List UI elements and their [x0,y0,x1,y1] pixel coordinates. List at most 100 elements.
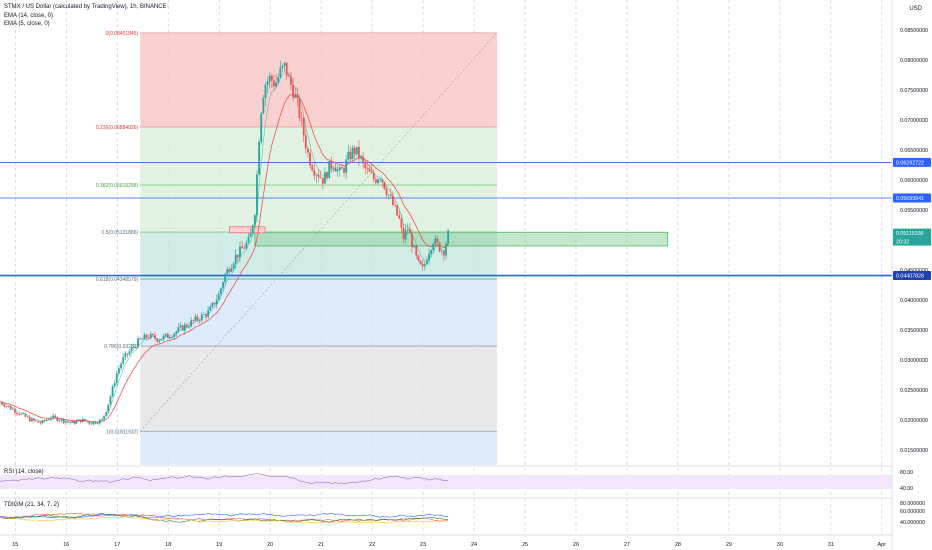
candle-body [22,413,25,415]
time-axis[interactable]: 15 16 17 18 19 20 21 22 23 24 25 26 27 28 29 30 31 Apr [12,542,886,548]
candle-body [440,251,443,252]
candle-body [54,415,57,418]
candle-body [315,174,318,176]
support-zone-rectangle[interactable] [254,231,669,247]
candle-body [251,225,254,234]
ema14-legend[interactable]: EMA (14, close, 0) [4,13,54,19]
level-badge-2-bg[interactable] [893,193,931,203]
candle-body [166,333,169,339]
candle-body [328,160,331,179]
candle-body [124,353,127,358]
candle-body [313,170,316,176]
candle-body [379,179,382,180]
candle-body [249,233,252,237]
candle-body [149,333,152,339]
candle-body [228,269,231,272]
candle-body [175,331,178,334]
price-tick-label: 0.08000000 [900,58,928,64]
ema5-legend[interactable]: EMA (5, close, 0) [4,21,50,27]
candle-body [400,218,403,228]
last-price-badge-countdown-bg [893,237,931,246]
candle-body [205,314,207,317]
candle-body [130,347,133,352]
candle-body [417,255,420,261]
price-tick-label: 0.03500000 [900,328,928,334]
candle-body [287,75,290,77]
candle-body [139,338,142,340]
candle-body [194,316,197,321]
price-tick-label: 0.08500000 [900,28,928,34]
fib-retracement[interactable]: 0(0.08451845) 0.236(0.06884026) 0.382(0.05… [96,31,669,465]
time-tick-label: 19 [216,542,222,548]
candle-body [43,420,46,421]
candle-body [304,135,307,149]
candle-body [264,84,267,99]
candle-body [423,264,426,267]
candle-body [428,253,430,261]
candle-body [302,118,305,136]
candle-body [336,170,339,172]
candle-body [13,409,16,413]
candle-body [158,340,161,342]
time-tick-label: 29 [726,542,732,548]
candle-body [430,250,433,254]
candle-body [275,82,277,87]
candle-body [383,182,386,190]
tdi-legend[interactable]: TDIGM (21, 34, 7, 2) [4,502,60,508]
level-badge-3-bg[interactable] [893,271,931,281]
candle-body [47,419,50,420]
candle-body [411,233,413,248]
time-tick-label: 21 [318,542,324,548]
level-badge-1-bg[interactable] [893,157,931,167]
candle-body [86,421,88,422]
candle-body [132,346,135,348]
candle-body [398,215,401,219]
fib-band [140,32,497,127]
candle-body [169,337,171,339]
candle-body [262,98,265,114]
price-unit-label: USD [909,6,922,12]
price-tick-label: 0.05500000 [900,208,928,214]
fib-band [140,346,497,432]
rsi-legend[interactable]: RSI (14, close) [4,469,44,475]
rsi-tick-label: 80.00 [900,470,913,476]
price-tick-label: 0.02000000 [900,418,928,424]
chart-title: STMX / US Dollar (calculated by TradingV… [4,4,167,10]
candle-body [415,245,418,256]
candle-body [366,168,369,169]
candle-body [281,65,284,68]
price-axis[interactable]: 0.08500000 0.08000000 0.07500000 0.07000000… [891,0,931,550]
candle-body [436,238,439,243]
candle-body [434,238,437,244]
candle-body [101,419,103,420]
candle-body [90,423,93,425]
time-tick-label: 23 [420,542,426,548]
last-price-badge-countdown: 20:32 [896,240,909,246]
time-tick-label: 17 [114,542,120,548]
tdi-line [0,513,449,519]
candle-body [64,421,67,423]
candle-body [196,316,199,321]
small-resistance-box[interactable] [229,226,266,234]
candle-body [319,177,322,178]
candle-body [188,326,190,327]
fib-level-label: 0.236(0.06884026) [96,125,139,131]
candle-body [173,333,176,338]
candle-body [270,75,273,81]
candle-body [222,282,224,289]
candle-body [311,165,314,171]
candle-body [381,179,384,183]
candle-body [338,167,341,171]
candle-body [419,260,422,265]
candle-body [239,246,241,258]
horizontal-lines[interactable] [0,162,892,277]
fib-level-label: 0.786(0.03232) [104,344,138,350]
last-price-badge-bg[interactable] [893,228,931,238]
rsi-line [0,473,449,485]
candle-body [402,227,405,240]
diagonal-trendline[interactable] [139,32,498,432]
candle-body [62,419,65,423]
candle-body [241,246,244,249]
candle-body [408,229,411,234]
